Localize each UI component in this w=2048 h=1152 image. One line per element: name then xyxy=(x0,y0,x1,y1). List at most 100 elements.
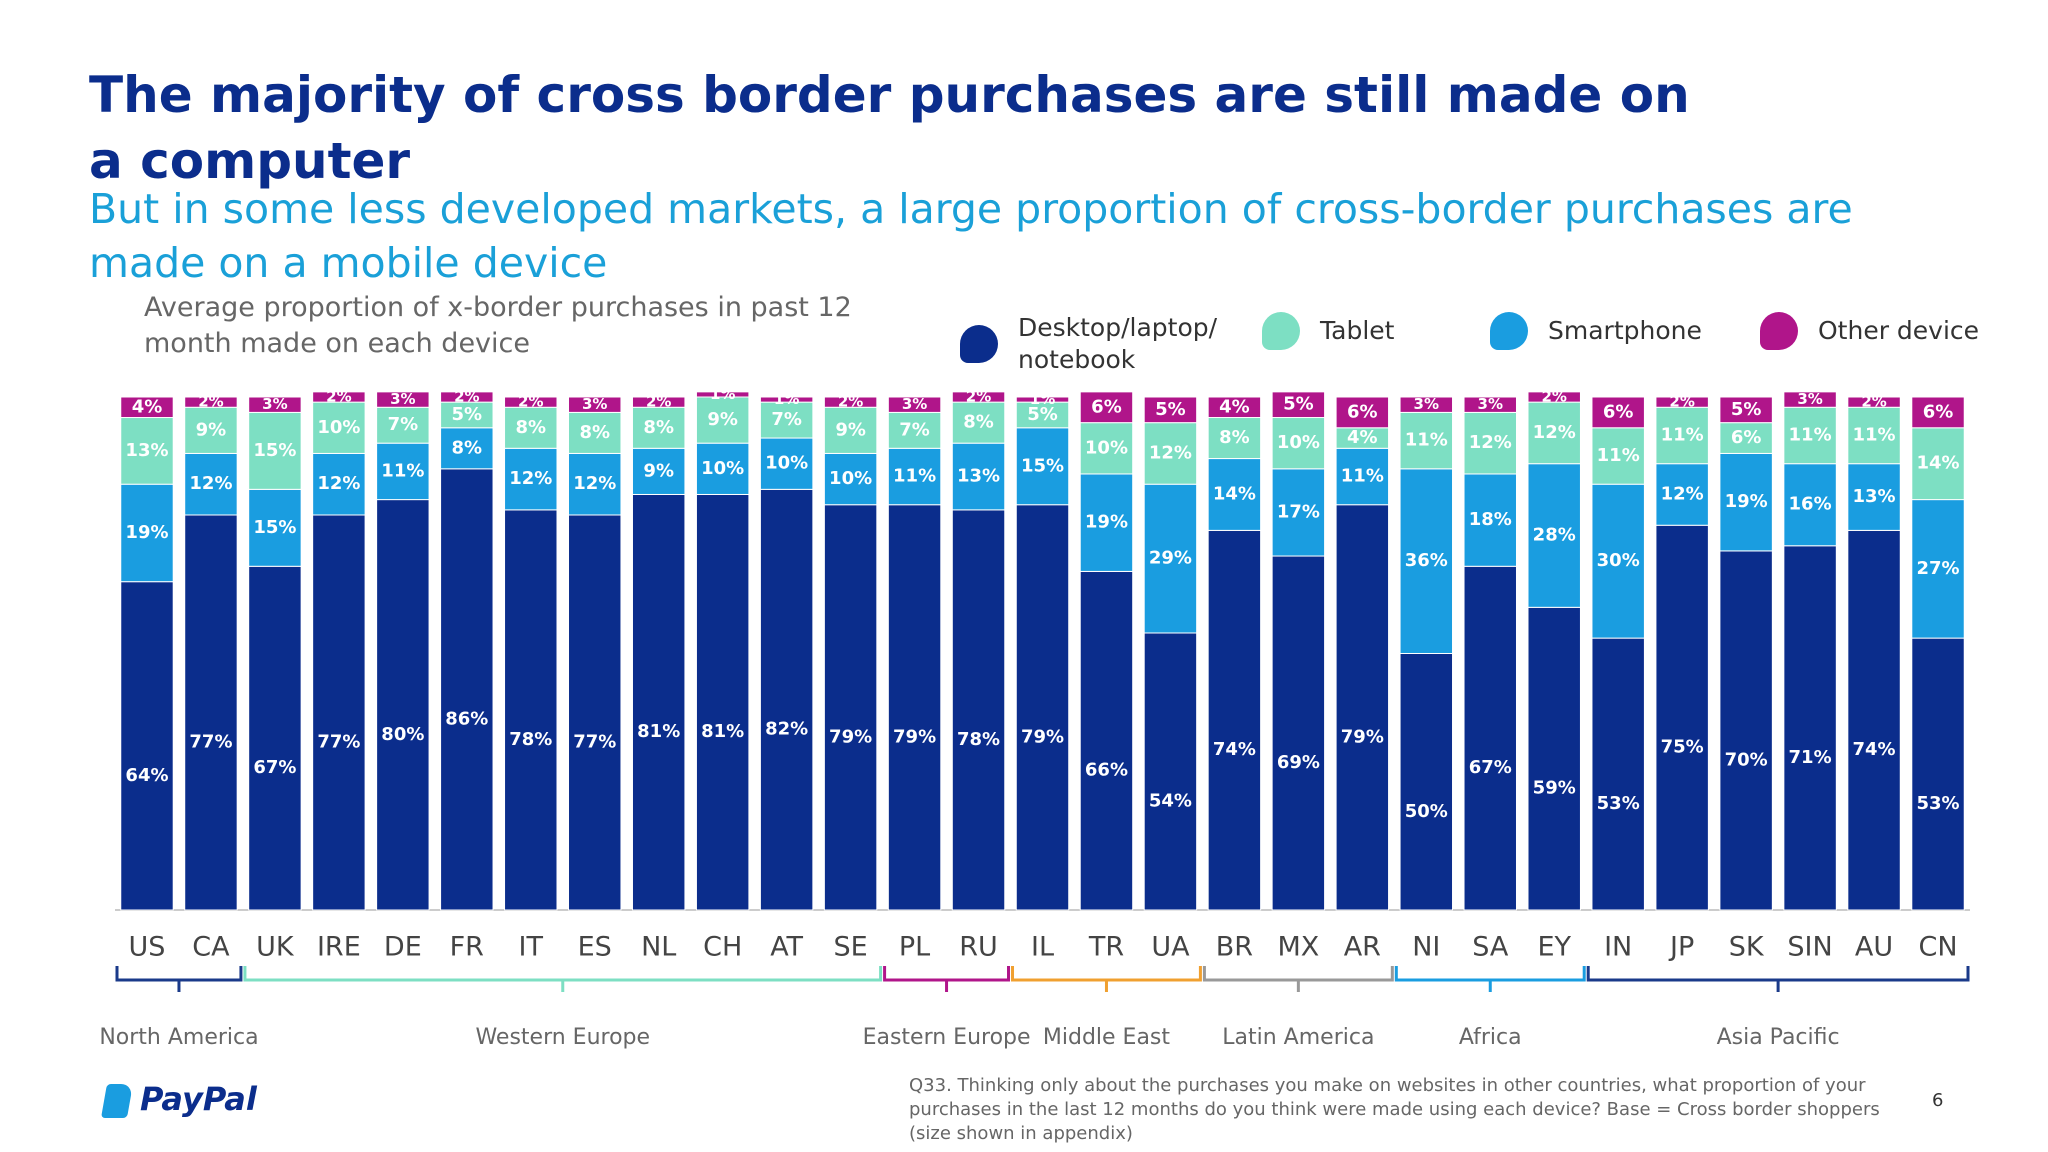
data-label: 11% xyxy=(1405,430,1448,451)
data-label: 3% xyxy=(1797,390,1822,408)
x-tick-label: UA xyxy=(1151,932,1190,963)
x-tick-label: ES xyxy=(578,932,612,963)
x-tick-label: SE xyxy=(834,932,868,963)
logo-text: PayPal xyxy=(140,1080,257,1118)
data-label: 80% xyxy=(381,724,424,745)
bar-segment xyxy=(887,504,942,911)
bar-segment xyxy=(1783,463,1837,547)
data-label: 66% xyxy=(1085,760,1128,781)
bar-segment xyxy=(248,488,302,567)
data-label: 7% xyxy=(388,414,419,435)
bar-segment xyxy=(1399,468,1454,654)
x-tick-label: CA xyxy=(192,932,230,963)
data-label: 53% xyxy=(1597,793,1640,814)
bar-segment xyxy=(1463,396,1517,413)
data-label: 79% xyxy=(893,726,936,747)
x-tick-label: IN xyxy=(1604,932,1632,963)
logo-icon xyxy=(101,1084,133,1118)
bar-segment xyxy=(1591,637,1645,911)
data-label: 3% xyxy=(582,395,607,413)
bar-segment xyxy=(568,396,622,413)
bar-segment xyxy=(695,391,750,398)
data-label: 1% xyxy=(1030,390,1055,408)
data-label: 3% xyxy=(902,395,927,413)
bar-segment xyxy=(1527,463,1581,608)
bar-segment xyxy=(1527,391,1581,403)
bar-segment xyxy=(376,499,430,911)
data-label: 2% xyxy=(518,393,543,411)
x-tick-label: IT xyxy=(519,932,544,963)
x-tick-label: FR xyxy=(450,932,484,963)
bar-segment xyxy=(1143,422,1198,485)
legend-item: Tablet xyxy=(1262,312,1394,350)
x-tick-label: CH xyxy=(703,932,742,963)
data-label: 36% xyxy=(1405,550,1448,571)
bar-segment xyxy=(951,391,1006,403)
bar-segment xyxy=(120,483,174,583)
data-label: 4% xyxy=(1219,396,1250,417)
region-label: Asia Pacific xyxy=(1717,1025,1840,1050)
data-label: 6% xyxy=(1923,401,1954,422)
data-label: 78% xyxy=(509,729,552,750)
bar-segment xyxy=(312,401,366,454)
x-tick-label: BR xyxy=(1216,932,1253,963)
bar-segment xyxy=(1399,653,1454,911)
bar-segment xyxy=(184,452,238,516)
region-bracket xyxy=(115,966,243,992)
data-label: 81% xyxy=(637,721,680,742)
legend-item: Smartphone xyxy=(1490,312,1702,350)
data-label: 15% xyxy=(253,517,296,538)
bar-segment xyxy=(823,504,878,911)
data-label: 11% xyxy=(1597,445,1640,466)
bar-segment xyxy=(1463,565,1517,911)
data-label: 6% xyxy=(1731,427,1762,448)
data-label: 7% xyxy=(899,419,930,440)
x-tick-label: RU xyxy=(959,932,998,963)
data-label: 2% xyxy=(326,388,351,406)
data-label: 53% xyxy=(1916,793,1959,814)
data-label: 12% xyxy=(1469,432,1512,453)
bar-segment xyxy=(248,565,302,911)
region-bracket xyxy=(883,966,1011,992)
x-tick-label: UK xyxy=(256,932,295,963)
bar-segment xyxy=(1591,396,1645,429)
region-label: Latin America xyxy=(1222,1025,1374,1050)
data-label: 86% xyxy=(445,708,488,729)
data-label: 12% xyxy=(573,473,616,494)
bar-segment xyxy=(184,406,238,454)
data-label: 13% xyxy=(1853,486,1896,507)
legend-label: Other device xyxy=(1818,316,1980,345)
legend-label: Smartphone xyxy=(1548,316,1702,345)
bar-segment xyxy=(695,442,750,495)
bar-segment xyxy=(887,396,942,413)
bar-segment xyxy=(823,396,878,408)
bar-segment xyxy=(1079,422,1134,475)
data-label: 5% xyxy=(1027,404,1058,425)
data-label: 11% xyxy=(1789,424,1832,445)
bar-segment xyxy=(823,406,878,454)
x-tick-label: DE xyxy=(384,932,422,963)
bar-segment xyxy=(1655,406,1709,465)
data-label: 2% xyxy=(966,388,991,406)
region-label: Africa xyxy=(1459,1025,1522,1050)
axis-label: Average proportion of x-border purchases… xyxy=(144,292,852,359)
bar-segment xyxy=(504,447,558,511)
legend-label: Desktop/laptop/notebook xyxy=(1018,313,1218,374)
page-number: 6 xyxy=(1932,1090,1944,1111)
data-label: 5% xyxy=(1283,394,1314,415)
bar-segment xyxy=(1335,396,1390,429)
data-label: 8% xyxy=(643,417,674,438)
x-tick-label: NI xyxy=(1412,932,1440,963)
data-label: 3% xyxy=(1478,395,1503,413)
data-label: 1% xyxy=(710,385,735,403)
data-label: 10% xyxy=(1277,432,1320,453)
title: The majority of cross border purchases a… xyxy=(89,66,1690,190)
bar-segment xyxy=(1911,637,1965,911)
bar-segment xyxy=(695,493,750,911)
bar-segment xyxy=(1783,391,1837,408)
data-label: 6% xyxy=(1091,396,1122,417)
data-label: 18% xyxy=(1469,509,1512,530)
data-label: 14% xyxy=(1916,453,1959,474)
bar-segment xyxy=(1015,504,1070,911)
bar-segment xyxy=(1335,504,1390,911)
